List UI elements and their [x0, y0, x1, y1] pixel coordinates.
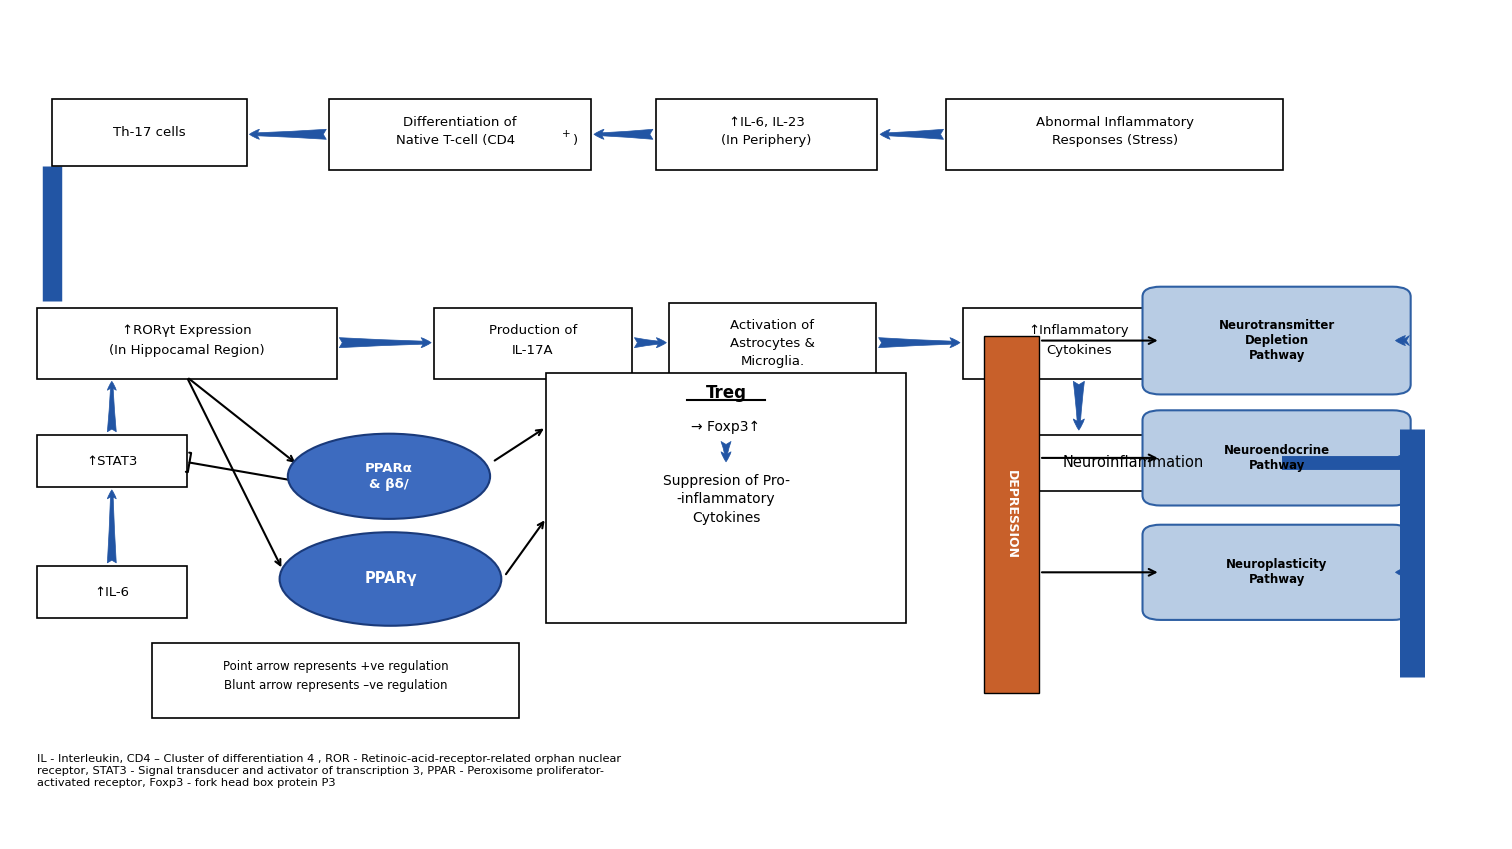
FancyBboxPatch shape	[1143, 525, 1411, 620]
Text: ↑IL-6, IL-23: ↑IL-6, IL-23	[729, 115, 804, 129]
FancyBboxPatch shape	[546, 373, 906, 623]
Text: Production of: Production of	[488, 324, 578, 337]
Text: Microglia.: Microglia.	[741, 356, 804, 368]
Text: Activation of: Activation of	[730, 319, 815, 333]
Text: Neuroendocrine: Neuroendocrine	[1223, 444, 1329, 457]
Text: Abnormal Inflammatory: Abnormal Inflammatory	[1036, 115, 1194, 129]
Text: PPARγ: PPARγ	[364, 571, 417, 587]
FancyBboxPatch shape	[434, 307, 632, 379]
Text: Treg: Treg	[706, 384, 747, 402]
Text: Differentiation of: Differentiation of	[404, 115, 517, 129]
Text: & βδ/: & βδ/	[369, 478, 408, 491]
Text: Cytokines: Cytokines	[692, 511, 761, 525]
Text: -inflammatory: -inflammatory	[677, 492, 776, 506]
Text: ↑Inflammatory: ↑Inflammatory	[1028, 324, 1129, 337]
FancyBboxPatch shape	[963, 307, 1194, 379]
FancyBboxPatch shape	[1143, 287, 1411, 395]
FancyBboxPatch shape	[1143, 410, 1411, 505]
Text: Cytokines: Cytokines	[1046, 344, 1111, 357]
Bar	[984, 336, 1039, 694]
Text: Responses (Stress): Responses (Stress)	[1052, 134, 1178, 147]
FancyBboxPatch shape	[947, 98, 1284, 170]
Text: Pathway: Pathway	[1249, 459, 1305, 472]
Text: (In Periphery): (In Periphery)	[721, 134, 812, 147]
FancyBboxPatch shape	[36, 565, 186, 618]
FancyBboxPatch shape	[986, 435, 1282, 492]
FancyBboxPatch shape	[36, 307, 337, 379]
FancyBboxPatch shape	[153, 644, 519, 718]
FancyBboxPatch shape	[656, 98, 877, 170]
Text: Depletion: Depletion	[1244, 334, 1309, 347]
Text: Pathway: Pathway	[1249, 573, 1305, 587]
Text: ↑STAT3: ↑STAT3	[86, 455, 138, 468]
Text: Neurotransmitter: Neurotransmitter	[1219, 319, 1335, 332]
Text: Pathway: Pathway	[1249, 349, 1305, 363]
Text: Blunt arrow represents –ve regulation: Blunt arrow represents –ve regulation	[224, 679, 448, 693]
Text: IL - Interleukin, CD4 – Cluster of differentiation 4 , ROR - Retinoic-acid-recep: IL - Interleukin, CD4 – Cluster of diffe…	[36, 755, 621, 788]
Text: Point arrow represents +ve regulation: Point arrow represents +ve regulation	[222, 661, 449, 673]
Text: ↑RORγt Expression: ↑RORγt Expression	[122, 324, 251, 337]
Text: DEPRESSION: DEPRESSION	[1005, 470, 1018, 559]
Ellipse shape	[287, 434, 490, 519]
Text: Neuroplasticity: Neuroplasticity	[1226, 559, 1328, 571]
Text: Suppresion of Pro-: Suppresion of Pro-	[662, 475, 789, 488]
FancyBboxPatch shape	[36, 435, 186, 487]
Text: Th-17 cells: Th-17 cells	[113, 126, 186, 138]
Ellipse shape	[280, 532, 502, 626]
Text: ↑IL-6: ↑IL-6	[94, 586, 130, 599]
Text: Astrocytes &: Astrocytes &	[730, 337, 815, 350]
Text: Neuroinflammation: Neuroinflammation	[1063, 455, 1204, 470]
Text: (In Hippocamal Region): (In Hippocamal Region)	[109, 344, 265, 357]
Text: +: +	[562, 129, 572, 139]
Text: ): )	[573, 134, 579, 147]
FancyBboxPatch shape	[51, 98, 246, 166]
Text: PPARα: PPARα	[364, 462, 413, 475]
Text: IL-17A: IL-17A	[513, 344, 553, 357]
Text: → Foxp3↑: → Foxp3↑	[691, 420, 761, 434]
FancyBboxPatch shape	[670, 303, 875, 387]
FancyBboxPatch shape	[330, 98, 591, 170]
Text: Native T-cell (CD4: Native T-cell (CD4	[396, 134, 514, 147]
